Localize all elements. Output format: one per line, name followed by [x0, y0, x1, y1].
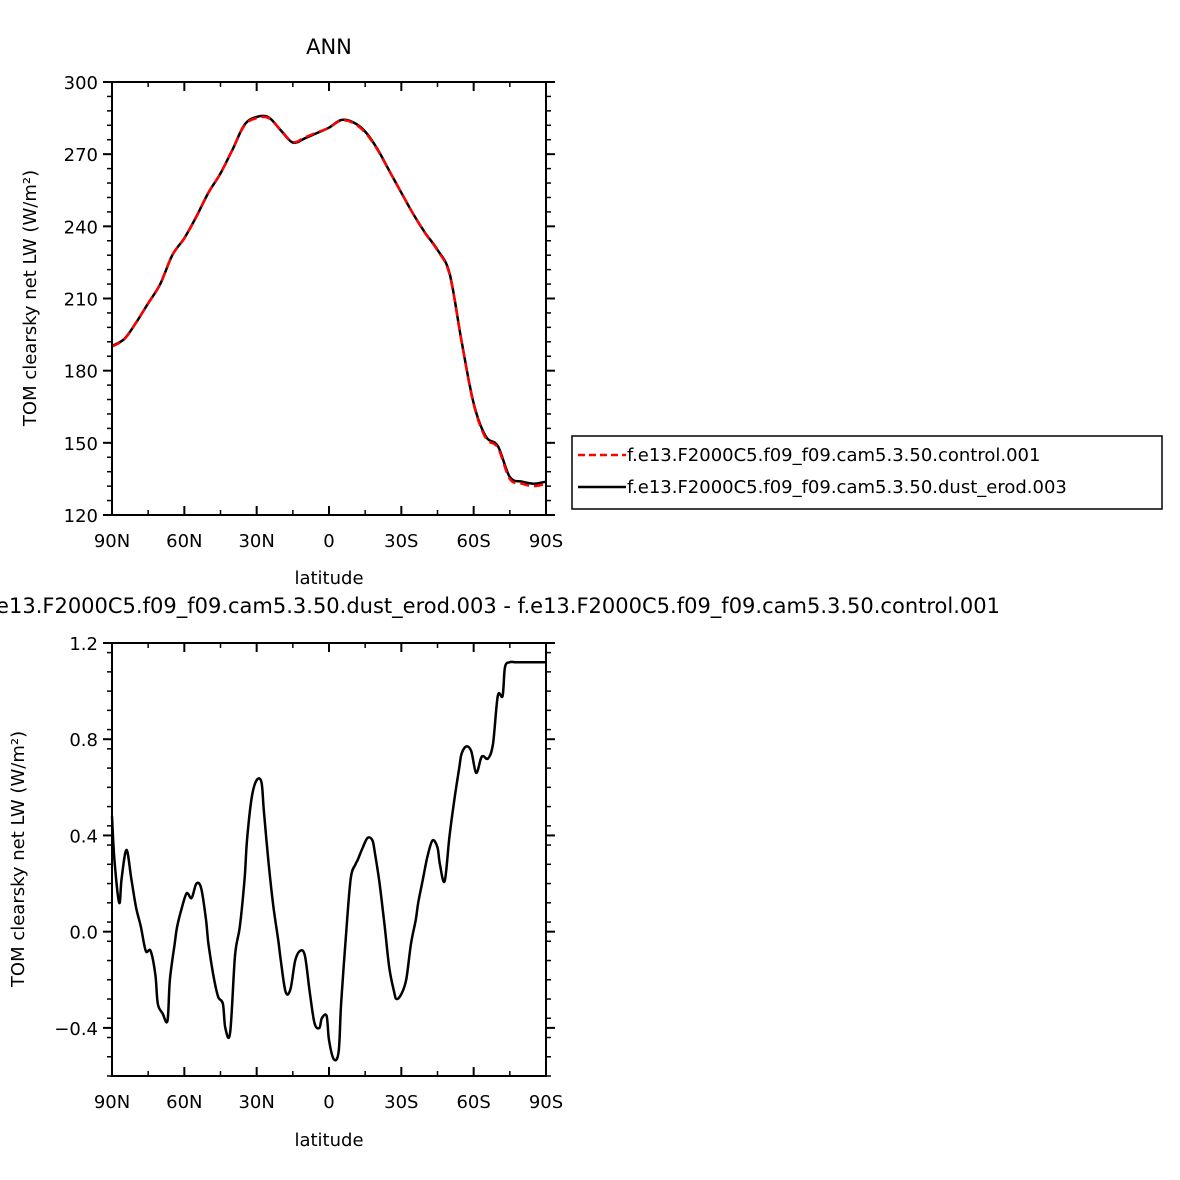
y-tick-label: 1.2 [69, 634, 98, 655]
x-tick-label: 30S [384, 531, 418, 552]
x-tick-label: 90S [529, 1092, 563, 1113]
y-tick-label: 120 [64, 506, 98, 527]
y-axis-label: TOM clearsky net LW (W/m²) [8, 731, 29, 988]
y-tick-label: −0.4 [54, 1019, 98, 1040]
y-tick-label: 0.8 [69, 730, 98, 751]
x-tick-label: 30N [238, 1092, 274, 1113]
x-tick-label: 60S [456, 1092, 490, 1113]
series-line [110, 660, 546, 1062]
x-tick-label: 90N [94, 531, 130, 552]
x-tick-label: 60S [456, 531, 490, 552]
x-tick-label: 0 [323, 1092, 334, 1113]
x-tick-label: 60N [166, 1092, 202, 1113]
y-tick-label: 240 [64, 217, 98, 238]
series-lines [110, 660, 546, 1062]
y-tick-label: 180 [64, 362, 98, 383]
y-tick-labels: 120 150 180 210 240 270 300 [64, 73, 98, 527]
chart-annual-mean: ANN 120 150 180 210 240 270 300 90N 60N 30N 0 30S 6… [20, 35, 563, 589]
y-tick-labels: −0.4 0.0 0.4 0.8 1.2 [54, 634, 98, 1040]
x-axis-label: latitude [294, 568, 363, 589]
y-tick-label: 210 [64, 290, 98, 311]
x-tick-label: 90N [94, 1092, 130, 1113]
legend-label-control: f.e13.F2000C5.f09_f09.cam5.3.50.control.… [627, 445, 1040, 466]
legend-label-dust-erod: f.e13.F2000C5.f09_f09.cam5.3.50.dust_ero… [627, 477, 1067, 498]
x-tick-label: 0 [323, 531, 334, 552]
y-tick-label: 300 [64, 73, 98, 94]
series-lines [111, 114, 547, 488]
y-tick-label: 150 [64, 434, 98, 455]
plot-frame [111, 81, 547, 516]
chart-title: f.e13.F2000C5.f09_f09.cam5.3.50.dust_ero… [0, 594, 1000, 619]
x-tick-labels: 90N 60N 30N 0 30S 60S 90S [94, 1092, 563, 1113]
x-tick-label: 30N [238, 531, 274, 552]
x-tick-label: 60N [166, 531, 202, 552]
chart-difference: f.e13.F2000C5.f09_f09.cam5.3.50.dust_ero… [0, 594, 1000, 1151]
y-axis-label: TOM clearsky net LW (W/m²) [20, 170, 41, 427]
series-line-control [111, 115, 547, 488]
y-tick-label: 270 [64, 145, 98, 166]
tick-marks [103, 642, 555, 1077]
series-line [111, 114, 547, 485]
y-tick-label: 0.4 [69, 826, 98, 847]
x-tick-label: 30S [384, 1092, 418, 1113]
plot-frame [111, 642, 547, 1077]
legend-frame [571, 435, 1163, 510]
y-tick-label: 0.0 [69, 923, 98, 944]
tick-marks [103, 81, 555, 516]
x-axis-label: latitude [294, 1130, 363, 1151]
chart-title: ANN [306, 35, 352, 59]
x-tick-labels: 90N 60N 30N 0 30S 60S 90S [94, 531, 563, 552]
legend: f.e13.F2000C5.f09_f09.cam5.3.50.control.… [571, 435, 1163, 510]
x-tick-label: 90S [529, 531, 563, 552]
